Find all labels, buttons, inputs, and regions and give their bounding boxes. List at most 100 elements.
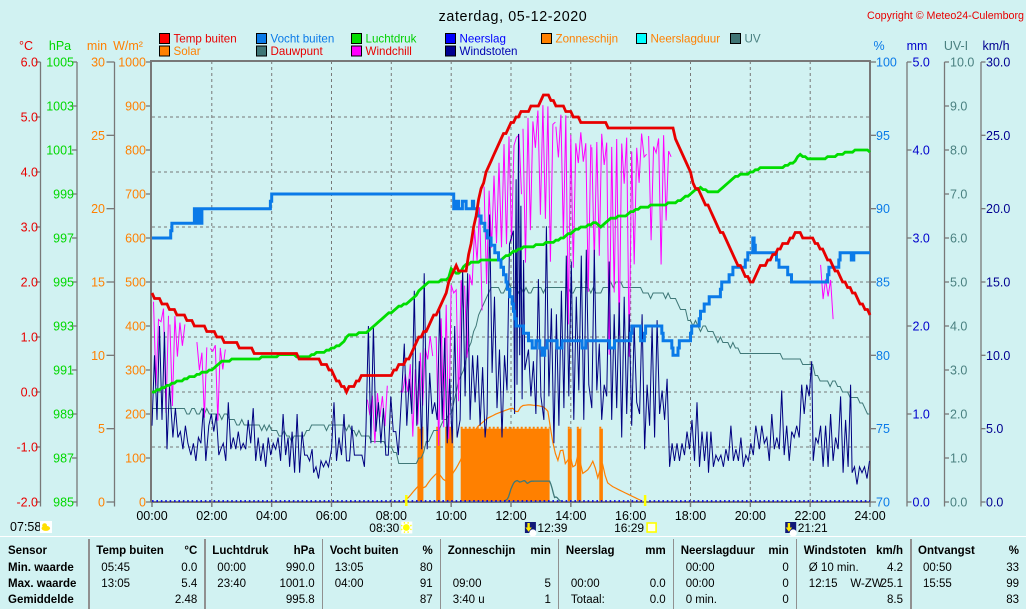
svg-text:2.0: 2.0 — [21, 276, 38, 290]
svg-text:00:00: 00:00 — [136, 509, 167, 523]
svg-text:6.0: 6.0 — [21, 56, 38, 70]
svg-text:4.0: 4.0 — [913, 144, 930, 158]
svg-text:04:00: 04:00 — [256, 509, 287, 523]
svg-text:15.0: 15.0 — [986, 276, 1010, 290]
svg-text:0.0: 0.0 — [21, 386, 38, 400]
svg-text:06:00: 06:00 — [316, 509, 347, 523]
svg-text:Windchill: Windchill — [366, 45, 412, 58]
svg-text:1000: 1000 — [118, 56, 146, 70]
svg-text:8.0: 8.0 — [950, 144, 967, 158]
svg-text:%: % — [873, 39, 884, 53]
svg-text:0.0: 0.0 — [986, 496, 1003, 510]
svg-text:07:58: 07:58 — [10, 520, 41, 534]
svg-text:500: 500 — [125, 276, 146, 290]
svg-text:997: 997 — [53, 232, 74, 246]
svg-text:Vocht buiten: Vocht buiten — [271, 33, 335, 46]
svg-text:UV-I: UV-I — [944, 39, 968, 53]
svg-text:1005: 1005 — [46, 56, 74, 70]
svg-text:1.0: 1.0 — [950, 452, 967, 466]
svg-text:20: 20 — [91, 202, 105, 216]
svg-text:80: 80 — [876, 349, 890, 363]
svg-text:100: 100 — [876, 56, 897, 70]
svg-text:mm: mm — [907, 39, 928, 53]
svg-text:999: 999 — [53, 188, 74, 202]
svg-text:18:00: 18:00 — [675, 509, 706, 523]
svg-text:25.0: 25.0 — [986, 129, 1010, 143]
svg-text:14:00: 14:00 — [555, 509, 586, 523]
svg-text:15: 15 — [91, 276, 105, 290]
svg-text:7.0: 7.0 — [950, 188, 967, 202]
svg-text:22:00: 22:00 — [795, 509, 826, 523]
svg-text:985: 985 — [53, 496, 74, 510]
svg-text:0.0: 0.0 — [950, 496, 967, 510]
svg-text:85: 85 — [876, 276, 890, 290]
svg-text:1003: 1003 — [46, 100, 74, 114]
svg-text:Dauwpunt: Dauwpunt — [271, 45, 324, 58]
svg-text:02:00: 02:00 — [196, 509, 227, 523]
svg-text:12:00: 12:00 — [495, 509, 526, 523]
svg-text:-1.0: -1.0 — [16, 441, 38, 455]
svg-text:-2.0: -2.0 — [16, 496, 38, 510]
svg-text:993: 993 — [53, 320, 74, 334]
svg-text:21:21: 21:21 — [798, 521, 828, 535]
svg-text:995: 995 — [53, 276, 74, 290]
svg-text:30.0: 30.0 — [986, 56, 1010, 70]
svg-text:4.0: 4.0 — [21, 166, 38, 180]
svg-text:24:00: 24:00 — [854, 509, 885, 523]
svg-text:Windstoten: Windstoten — [460, 45, 518, 58]
svg-text:3.0: 3.0 — [21, 221, 38, 235]
svg-text:min: min — [87, 39, 107, 53]
svg-text:3.0: 3.0 — [950, 364, 967, 378]
svg-text:95: 95 — [876, 129, 890, 143]
svg-text:800: 800 — [125, 144, 146, 158]
svg-text:4.0: 4.0 — [950, 320, 967, 334]
svg-text:25: 25 — [91, 129, 105, 143]
svg-text:Neerslag: Neerslag — [460, 33, 506, 46]
svg-text:16:29: 16:29 — [614, 521, 644, 535]
svg-text:5.0: 5.0 — [913, 56, 930, 70]
svg-text:10.0: 10.0 — [986, 349, 1010, 363]
svg-text:10:00: 10:00 — [436, 509, 467, 523]
svg-text:75: 75 — [876, 422, 890, 436]
svg-text:5.0: 5.0 — [21, 111, 38, 125]
svg-text:400: 400 — [125, 320, 146, 334]
svg-text:08:30: 08:30 — [369, 521, 399, 535]
svg-text:700: 700 — [125, 188, 146, 202]
svg-text:6.0: 6.0 — [950, 232, 967, 246]
svg-text:989: 989 — [53, 408, 74, 422]
svg-text:08:00: 08:00 — [376, 509, 407, 523]
svg-text:90: 90 — [876, 202, 890, 216]
svg-text:30: 30 — [91, 56, 105, 70]
svg-text:5.0: 5.0 — [986, 422, 1003, 436]
svg-text:UV: UV — [745, 33, 761, 46]
svg-text:0: 0 — [98, 496, 105, 510]
svg-text:3.0: 3.0 — [913, 232, 930, 246]
svg-text:70: 70 — [876, 496, 890, 510]
svg-text:1001: 1001 — [46, 144, 74, 158]
svg-text:600: 600 — [125, 232, 146, 246]
svg-text:16:00: 16:00 — [615, 509, 646, 523]
svg-text:100: 100 — [125, 452, 146, 466]
svg-text:200: 200 — [125, 408, 146, 422]
svg-text:1.0: 1.0 — [21, 331, 38, 345]
svg-text:W/m²: W/m² — [113, 39, 143, 53]
svg-text:1.0: 1.0 — [913, 408, 930, 422]
svg-text:991: 991 — [53, 364, 74, 378]
svg-text:900: 900 — [125, 100, 146, 114]
svg-text:km/h: km/h — [982, 39, 1009, 53]
svg-text:0: 0 — [139, 496, 146, 510]
svg-text:Copyright © Meteo24-Culemborg: Copyright © Meteo24-Culemborg — [867, 10, 1024, 22]
svg-text:20.0: 20.0 — [986, 202, 1010, 216]
svg-text:Solar: Solar — [174, 45, 201, 58]
svg-text:Zonneschijn: Zonneschijn — [556, 33, 619, 46]
svg-text:hPa: hPa — [49, 39, 71, 53]
svg-text:Temp buiten: Temp buiten — [174, 33, 237, 46]
svg-text:10: 10 — [91, 349, 105, 363]
svg-text:Neerslagduur: Neerslagduur — [651, 33, 721, 46]
svg-text:10.0: 10.0 — [950, 56, 974, 70]
svg-text:zaterdag, 05-12-2020: zaterdag, 05-12-2020 — [439, 9, 588, 25]
svg-text:0.0: 0.0 — [913, 496, 930, 510]
svg-text:300: 300 — [125, 364, 146, 378]
svg-text:2.0: 2.0 — [950, 408, 967, 422]
svg-text:2.0: 2.0 — [913, 320, 930, 334]
